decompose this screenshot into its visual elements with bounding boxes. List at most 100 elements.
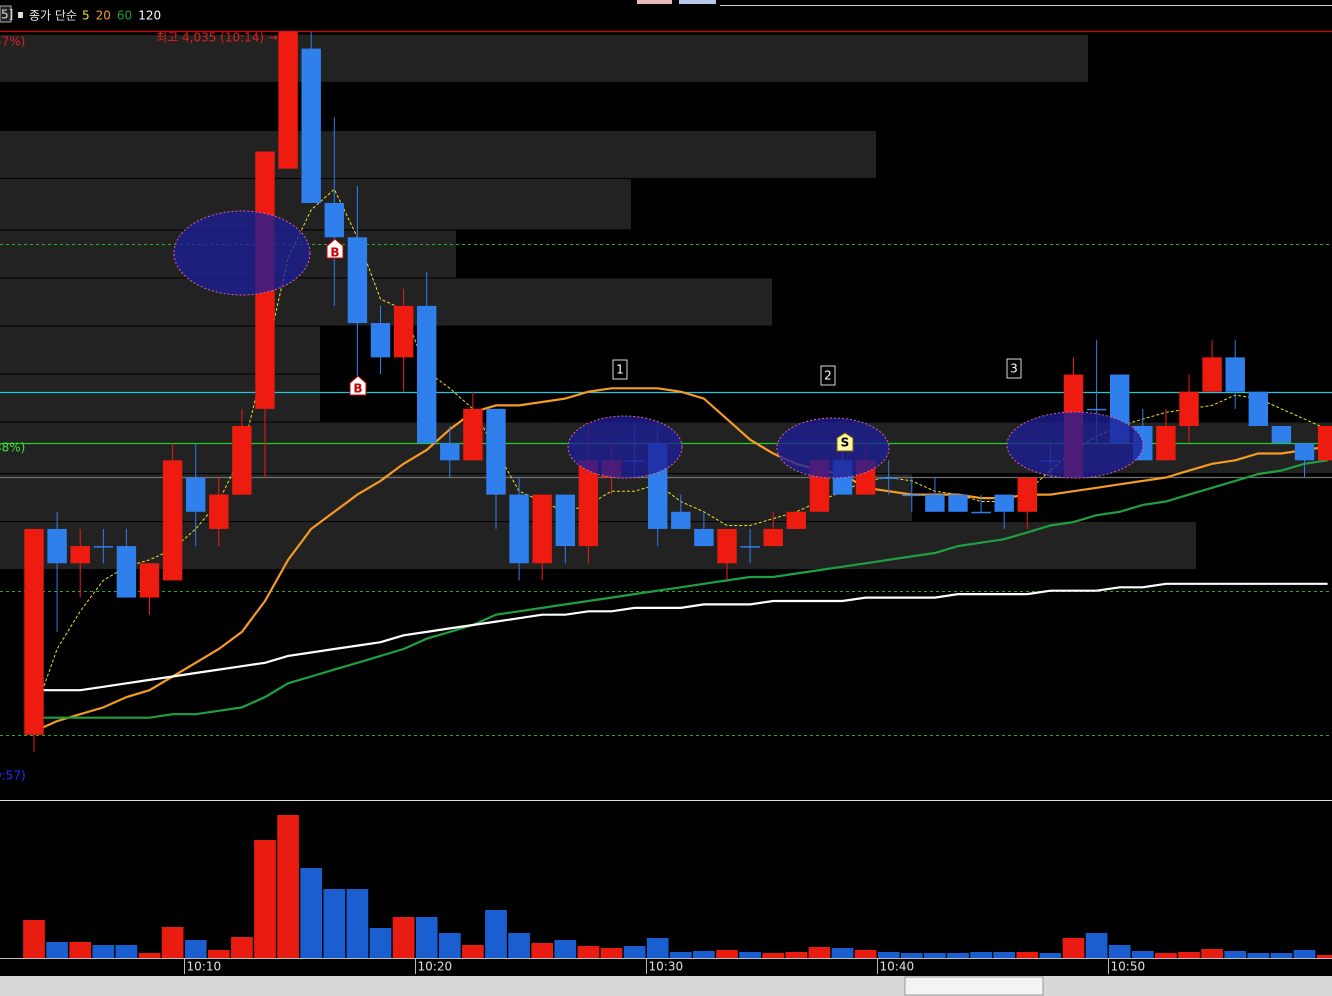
candle-body: [416, 305, 437, 444]
candle-body: [1248, 391, 1269, 427]
candle-body: [393, 305, 414, 358]
candle-body: [1294, 443, 1315, 461]
volume-bar: [231, 937, 253, 958]
volume-bar: [1062, 938, 1085, 958]
volume-bar: [1247, 953, 1270, 958]
candle-body: [278, 31, 298, 169]
volume-bar: [300, 868, 323, 958]
candle-body: [740, 546, 760, 548]
volume-bar: [23, 920, 45, 958]
candle-body: [1225, 357, 1245, 392]
volume-bar: [508, 933, 530, 958]
candle-body: [925, 494, 945, 512]
volume-bar: [184, 940, 207, 958]
scroll-thumb[interactable]: [904, 976, 1044, 996]
moving-average: [34, 582, 1328, 692]
volume-bar: [69, 942, 92, 958]
marker-label: 2: [824, 369, 832, 383]
marker-label: 1: [616, 363, 624, 377]
volume-bar: [646, 938, 669, 958]
volume-bar: [877, 952, 900, 958]
profile-bar: [0, 278, 772, 326]
candle-body: [347, 237, 368, 324]
candle-body: [717, 528, 737, 564]
scrollbar[interactable]: [0, 976, 1332, 996]
volume-bar: [438, 933, 461, 958]
candle-body: [93, 546, 114, 548]
candle-body: [971, 511, 991, 514]
candle-body: [232, 426, 252, 495]
volume-bar: [600, 948, 623, 958]
highlight-ellipse: [1006, 411, 1144, 479]
volume-bar: [1224, 951, 1247, 958]
candle-body: [555, 494, 576, 547]
volume-bar: [1039, 953, 1062, 958]
candle-body: [1202, 357, 1222, 392]
volume-bar: [554, 940, 577, 958]
volume-bar: [369, 928, 392, 958]
left-note: 9:57): [0, 769, 26, 783]
candle-body: [463, 408, 483, 461]
volume-bar: [1293, 950, 1316, 958]
signal-label: B: [330, 246, 339, 260]
volume-bars: [23, 815, 1332, 958]
toolbar-button[interactable]: [679, 0, 716, 4]
signal-marker: [349, 375, 367, 396]
candle-body: [1317, 426, 1332, 461]
volume-bar: [669, 952, 692, 958]
candle-body: [1156, 426, 1176, 461]
candle-body: [694, 528, 714, 547]
legend-entry: 120: [138, 9, 161, 23]
volume-bar: [762, 953, 785, 958]
volume-bar: [831, 948, 854, 958]
candle-body: [1271, 426, 1292, 444]
volume-bar: [716, 950, 738, 958]
candle-body: [786, 511, 807, 529]
candle-body: [948, 494, 968, 512]
volume-bar: [947, 953, 969, 958]
volume-bar: [138, 953, 161, 958]
toolbar: [0, 0, 1332, 28]
signal-label: B: [353, 382, 362, 396]
volume-bar: [739, 952, 761, 958]
volume-bar: [1178, 952, 1200, 958]
candle-body: [47, 528, 67, 564]
volume-bar: [1085, 933, 1108, 958]
volume-bar: [346, 889, 369, 958]
moving-average: [34, 459, 1328, 719]
candle-body: [578, 460, 599, 547]
x-tick-label: 10:50: [1111, 960, 1146, 974]
volume-bar: [1131, 951, 1154, 958]
x-axis: 10:10 10:20 10:30 10:40 10:50: [184, 958, 1146, 974]
profile-bar: [0, 474, 912, 522]
x-tick-label: 10:20: [418, 960, 453, 974]
candle-body: [1017, 477, 1038, 512]
volume-bar: [254, 840, 276, 958]
signal-label: S: [841, 436, 850, 450]
candle-body: [370, 323, 391, 358]
volume-bar: [808, 947, 831, 958]
marker-box: [820, 365, 836, 386]
volume-bar: [462, 945, 484, 958]
candle-body: [878, 477, 899, 479]
volume-bar: [854, 950, 877, 958]
panel-button[interactable]: [0, 5, 12, 23]
volume-bar: [1016, 952, 1039, 958]
volume-bar: [623, 946, 646, 958]
candle-body: [671, 511, 691, 529]
candle-body: [139, 563, 160, 598]
volume-bar: [900, 953, 923, 958]
candle-body: [209, 494, 229, 529]
candle-body: [440, 443, 460, 461]
x-tick-label: 10:10: [187, 960, 222, 974]
candle-body: [763, 528, 783, 547]
toolbar-button[interactable]: [637, 0, 672, 4]
moving-average: [33, 387, 1328, 733]
highlights: [173, 210, 1144, 479]
volume-bar: [693, 951, 715, 958]
marker-box: [1006, 358, 1022, 379]
marker-box: [612, 359, 628, 380]
volume-bar: [161, 927, 184, 958]
